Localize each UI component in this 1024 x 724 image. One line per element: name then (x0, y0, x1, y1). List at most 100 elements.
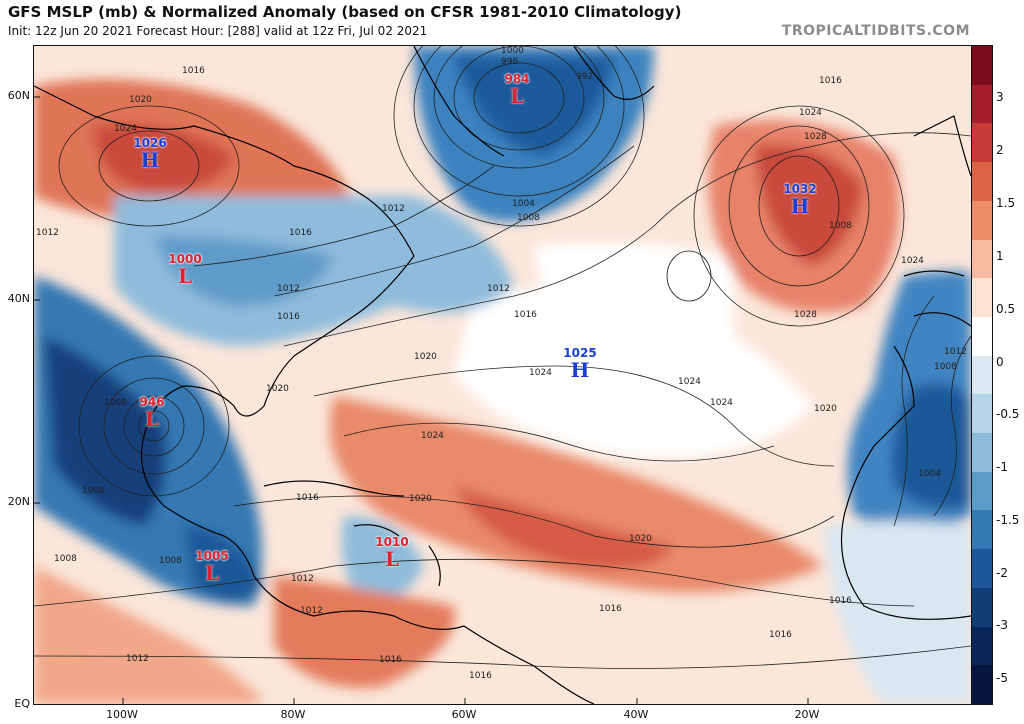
isobar-label: 1016 (469, 671, 492, 681)
low-pressure-marker: 1005 L (187, 549, 237, 585)
isobar-label: 1012 (126, 654, 149, 664)
colorbar-segment (972, 626, 992, 666)
lon-label-100w: 100W (106, 708, 138, 721)
map-canvas (34, 46, 971, 704)
colorbar-tick: 0.5 (996, 302, 1016, 316)
map-subtitle: Init: 12z Jun 20 2021 Forecast Hour: [28… (8, 24, 428, 38)
isobar-label: 1004 (918, 469, 941, 479)
coastlines (34, 46, 971, 704)
colorbar-tick: 1 (996, 249, 1004, 263)
low-pressure-marker: 1010 L (367, 535, 417, 571)
pressure-value: 946 (139, 395, 165, 409)
isobar-label: 1028 (794, 310, 817, 320)
colorbar-segment (972, 316, 992, 356)
colorbar-segment (972, 162, 992, 201)
isobar-label: 1020 (414, 352, 437, 362)
system-letter: L (144, 407, 160, 431)
colorbar-segment (972, 471, 992, 511)
isobar-label: 1012 (36, 228, 59, 238)
lat-label-20n: 20N (7, 495, 30, 508)
isobar-label: 1016 (769, 630, 792, 640)
colorbar-segment (972, 587, 992, 627)
isobar-label: 1008 (829, 221, 852, 231)
colorbar-tick: -3 (996, 618, 1008, 632)
isobar-label: 1008 (104, 398, 127, 408)
lon-label-80w: 80W (280, 708, 306, 721)
isobar-label: 1024 (901, 256, 924, 266)
colorbar-segment (972, 200, 992, 240)
isobar-label: 1008 (517, 213, 540, 223)
isobar-label: 1000 (501, 46, 524, 56)
colorbar-segment (972, 665, 992, 704)
brand-watermark: TROPICALTIDBITS.COM (781, 23, 970, 39)
isobar-label: 1016 (514, 310, 537, 320)
isobar-label: 1012 (487, 284, 510, 294)
colorbar-segment (972, 46, 992, 85)
colorbar-tick: -5 (996, 671, 1008, 685)
isobar-label: 1024 (678, 377, 701, 387)
isobar-label: 1024 (421, 431, 444, 441)
lat-label-eq: EQ (14, 697, 30, 710)
colorbar-tick: 2 (996, 143, 1004, 157)
isobar-label: 1016 (182, 66, 205, 76)
low-pressure-marker: 984 L (492, 72, 542, 108)
anomaly-colorbar (971, 45, 993, 705)
isobar-label: 1012 (944, 347, 967, 357)
colorbar-segment (972, 549, 992, 588)
pressure-value: 1005 (195, 549, 229, 563)
colorbar-tick: -1.5 (996, 513, 1020, 527)
colorbar-segment (972, 355, 992, 395)
isobars (34, 46, 971, 669)
isobar-label: 996 (501, 57, 519, 67)
isobar-label: 1020 (129, 95, 152, 105)
colorbar-segment (972, 433, 992, 472)
map-panel: 1016 1020 1024 1012 1016 1024 1028 1000 … (33, 45, 972, 705)
high-pressure-marker: 1025 H (555, 346, 605, 381)
isobar-label: 1016 (819, 76, 842, 86)
pressure-value: 984 (504, 72, 530, 86)
colorbar-tick: -2 (996, 566, 1008, 580)
lat-label-40n: 40N (7, 292, 30, 305)
isobar-label: 1016 (289, 228, 312, 238)
isobar-label: 1012 (291, 574, 314, 584)
pressure-value: 1000 (168, 252, 202, 266)
isobar-label: 1024 (114, 124, 137, 134)
pressure-value: 1032 (783, 182, 817, 196)
colorbar-segment (972, 239, 992, 279)
colorbar-segment (972, 123, 992, 163)
colorbar-segment (972, 84, 992, 124)
isobar-label: 1008 (934, 362, 957, 372)
pressure-value: 1026 (133, 136, 167, 150)
isobar-label: 992 (576, 72, 594, 82)
anomaly-field (34, 46, 971, 704)
system-letter: H (790, 194, 810, 218)
system-letter: L (384, 547, 400, 571)
pressure-value: 1010 (375, 535, 409, 549)
system-letter: L (204, 561, 220, 585)
isobar-label: 1012 (277, 284, 300, 294)
isobar-label: 1024 (710, 398, 733, 408)
lon-label-60w: 60W (451, 708, 477, 721)
colorbar-segment (972, 278, 992, 317)
isobar-label: 1016 (829, 596, 852, 606)
isobar-label: 1012 (382, 204, 405, 214)
frame-ticks (34, 96, 809, 704)
pressure-value: 1025 (563, 346, 597, 360)
high-pressure-marker: 1032 H (775, 182, 825, 218)
high-pressure-marker: 1026 H (125, 136, 175, 171)
isobar-label: 1008 (54, 554, 77, 564)
low-pressure-marker: 1000 L (160, 252, 210, 287)
isobar-label: 1024 (799, 108, 822, 118)
isobar-label: 1020 (409, 494, 432, 504)
colorbar-segment (972, 510, 992, 550)
lat-label-60n: 60N (7, 89, 30, 102)
isobar-label: 1024 (529, 368, 552, 378)
lon-label-40w: 40W (623, 708, 649, 721)
low-pressure-marker: 946 L (127, 395, 177, 431)
isobar-label: 1012 (300, 606, 323, 616)
isobar-label: 1008 (82, 486, 105, 496)
system-letter: L (509, 84, 525, 108)
colorbar-segment (972, 394, 992, 434)
isobar-label: 1016 (599, 604, 622, 614)
isobar-label: 1020 (266, 384, 289, 394)
